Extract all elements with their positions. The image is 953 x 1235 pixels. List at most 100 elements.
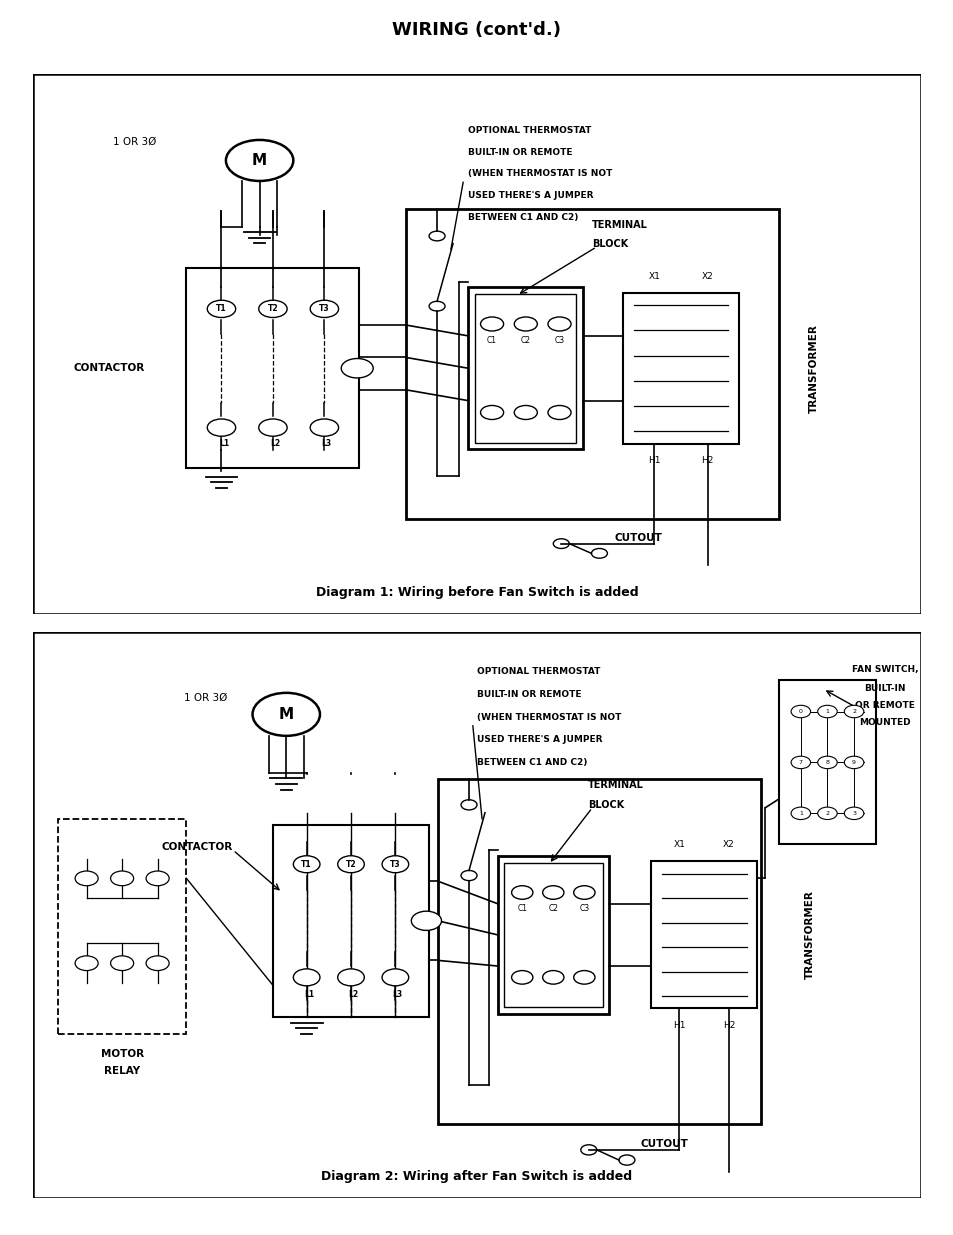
Circle shape (514, 317, 537, 331)
Circle shape (817, 808, 837, 820)
Text: 1: 1 (798, 811, 801, 816)
Text: T2: T2 (345, 860, 356, 868)
Text: T3: T3 (390, 860, 400, 868)
Text: X2: X2 (701, 272, 713, 280)
Text: C1: C1 (517, 904, 527, 913)
Text: WIRING (cont'd.): WIRING (cont'd.) (392, 21, 561, 38)
Text: C1: C1 (487, 336, 497, 345)
Text: H1: H1 (647, 456, 660, 464)
Text: USED THERE'S A JUMPER: USED THERE'S A JUMPER (476, 735, 602, 745)
Text: 0: 0 (798, 709, 801, 714)
Circle shape (226, 140, 293, 182)
Circle shape (480, 317, 503, 331)
Text: L3: L3 (321, 440, 332, 448)
Bar (274, 825, 428, 1016)
Text: T1: T1 (301, 860, 312, 868)
Circle shape (381, 856, 408, 873)
Text: TERMINAL: TERMINAL (592, 220, 647, 230)
Text: MOTOR: MOTOR (100, 1049, 144, 1058)
Text: 1: 1 (824, 709, 828, 714)
Text: (WHEN THERMOSTAT IS NOT: (WHEN THERMOSTAT IS NOT (468, 169, 612, 178)
Circle shape (573, 885, 595, 899)
Circle shape (258, 419, 287, 436)
Text: RELAY: RELAY (104, 1066, 140, 1076)
Circle shape (843, 705, 862, 718)
Text: T2: T2 (268, 304, 278, 314)
Circle shape (790, 705, 810, 718)
Circle shape (817, 705, 837, 718)
Circle shape (253, 693, 319, 736)
Text: H2: H2 (722, 1021, 735, 1030)
Text: OPTIONAL THERMOSTAT: OPTIONAL THERMOSTAT (468, 126, 591, 136)
Text: OPTIONAL THERMOSTAT: OPTIONAL THERMOSTAT (476, 667, 599, 677)
Bar (475, 294, 576, 442)
Bar (406, 209, 778, 520)
Circle shape (542, 971, 563, 984)
Circle shape (381, 969, 408, 986)
Circle shape (341, 358, 373, 378)
Circle shape (293, 856, 319, 873)
Text: 1 OR 3Ø: 1 OR 3Ø (184, 693, 228, 703)
Text: H1: H1 (672, 1021, 685, 1030)
Bar (497, 856, 608, 1014)
Text: (WHEN THERMOSTAT IS NOT: (WHEN THERMOSTAT IS NOT (476, 713, 620, 721)
Text: X2: X2 (722, 840, 734, 848)
Text: BUILT-IN OR REMOTE: BUILT-IN OR REMOTE (476, 690, 581, 699)
Circle shape (146, 871, 169, 885)
Text: BUILT-IN: BUILT-IN (863, 684, 905, 693)
Text: L3: L3 (393, 989, 402, 999)
Text: L1: L1 (218, 440, 229, 448)
Text: 7: 7 (798, 760, 802, 764)
Text: 1 OR 3Ø: 1 OR 3Ø (113, 137, 156, 147)
Circle shape (411, 911, 441, 930)
Circle shape (207, 419, 235, 436)
Text: T3: T3 (318, 304, 330, 314)
Bar (778, 680, 876, 845)
Text: L1: L1 (304, 989, 314, 999)
Text: 2: 2 (851, 709, 855, 714)
Text: C3: C3 (578, 904, 589, 913)
Circle shape (790, 756, 810, 768)
Bar (650, 861, 757, 1009)
Circle shape (817, 756, 837, 768)
Circle shape (75, 871, 98, 885)
Circle shape (310, 419, 338, 436)
Circle shape (511, 971, 533, 984)
Circle shape (75, 956, 98, 971)
Text: BETWEEN C1 AND C2): BETWEEN C1 AND C2) (476, 758, 587, 767)
Text: L2: L2 (348, 989, 358, 999)
Circle shape (514, 405, 537, 420)
Text: Diagram 2: Wiring after Fan Switch is added: Diagram 2: Wiring after Fan Switch is ad… (321, 1170, 632, 1183)
Circle shape (111, 956, 133, 971)
Text: M: M (252, 153, 267, 168)
Bar (622, 293, 738, 443)
Text: M: M (278, 706, 294, 721)
Circle shape (790, 808, 810, 820)
Text: 3: 3 (851, 811, 855, 816)
Text: C2: C2 (548, 904, 558, 913)
Text: BUILT-IN OR REMOTE: BUILT-IN OR REMOTE (468, 148, 572, 157)
Text: H2: H2 (700, 456, 713, 464)
Text: CUTOUT: CUTOUT (614, 534, 661, 543)
Bar (58, 819, 186, 1034)
Text: BLOCK: BLOCK (587, 800, 623, 810)
Text: FAN SWITCH,: FAN SWITCH, (851, 664, 918, 673)
Circle shape (293, 969, 319, 986)
Circle shape (337, 969, 364, 986)
Circle shape (207, 300, 235, 317)
Circle shape (310, 300, 338, 317)
Circle shape (542, 885, 563, 899)
Circle shape (843, 756, 862, 768)
Text: OR REMOTE: OR REMOTE (854, 701, 914, 710)
Circle shape (573, 971, 595, 984)
Circle shape (511, 885, 533, 899)
Circle shape (337, 856, 364, 873)
Bar (468, 288, 583, 450)
Text: L2: L2 (270, 440, 280, 448)
Text: TRANSFORMER: TRANSFORMER (804, 890, 814, 979)
Text: USED THERE'S A JUMPER: USED THERE'S A JUMPER (468, 191, 593, 200)
Circle shape (843, 808, 862, 820)
Text: BLOCK: BLOCK (592, 240, 628, 249)
Text: Diagram 1: Wiring before Fan Switch is added: Diagram 1: Wiring before Fan Switch is a… (315, 585, 638, 599)
Text: BETWEEN C1 AND C2): BETWEEN C1 AND C2) (468, 212, 578, 221)
